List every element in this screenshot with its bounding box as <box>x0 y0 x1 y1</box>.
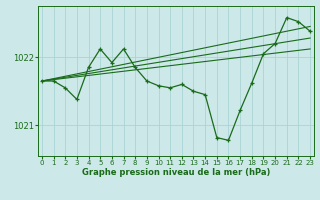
X-axis label: Graphe pression niveau de la mer (hPa): Graphe pression niveau de la mer (hPa) <box>82 168 270 177</box>
